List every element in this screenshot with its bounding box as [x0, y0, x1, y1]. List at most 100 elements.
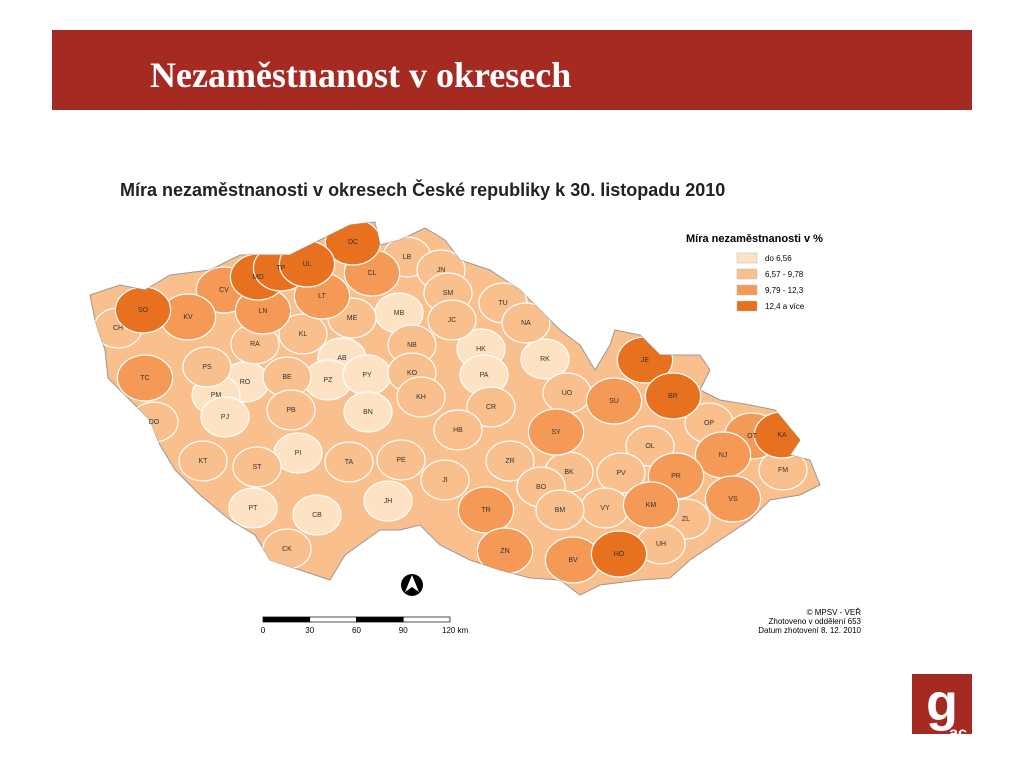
legend-swatch	[736, 300, 758, 312]
districts	[93, 222, 811, 584]
district-label: JN	[437, 267, 446, 274]
district-label: RO	[240, 379, 251, 386]
legend-title: Míra nezaměstnanosti v %	[686, 233, 823, 245]
district-label: HB	[453, 427, 463, 434]
scale-segment	[402, 616, 451, 623]
district-label: CH	[113, 325, 123, 332]
district-label: SY	[551, 429, 561, 436]
district-label: PA	[480, 372, 489, 379]
district-label: TR	[481, 507, 490, 514]
scale-segment	[262, 616, 311, 623]
district-label: NB	[407, 342, 417, 349]
credit-line: Datum zhotovení 8. 12. 2010	[758, 626, 861, 635]
legend-label: do 6,56	[765, 254, 792, 263]
legend-swatch	[736, 284, 758, 296]
district-label: CL	[368, 270, 377, 277]
district-label: JE	[641, 357, 650, 364]
logo	[912, 674, 972, 734]
district	[520, 338, 570, 380]
district-label: SO	[138, 307, 149, 314]
district-label: ZL	[682, 516, 690, 523]
district-label: KV	[183, 314, 193, 321]
district	[278, 313, 328, 355]
district	[590, 530, 648, 578]
district-label: PS	[202, 364, 212, 371]
district-label: MB	[394, 310, 405, 317]
legend-label: 6,57 - 9,78	[765, 270, 804, 279]
district	[585, 377, 643, 425]
district	[228, 487, 278, 529]
district	[420, 459, 470, 501]
district	[466, 386, 516, 428]
district	[433, 409, 483, 451]
district-label: KL	[299, 331, 308, 338]
district-label: JI	[442, 477, 448, 484]
district-label: KH	[416, 394, 426, 401]
district-label: TC	[140, 375, 149, 382]
legend-swatch	[736, 268, 758, 280]
credit-line: Zhotoveno v oddělení 653	[768, 617, 861, 626]
district-label: CK	[282, 546, 292, 553]
district-label: PY	[362, 372, 372, 379]
district-label: TP	[277, 265, 286, 272]
district	[292, 494, 342, 536]
district-label: RK	[540, 356, 550, 363]
district-label: ST	[253, 464, 263, 471]
legend-label: 9,79 - 12,3	[765, 286, 804, 295]
district-label: OT	[747, 433, 757, 440]
district-label: AB	[337, 355, 347, 362]
district-label: PV	[616, 470, 626, 477]
district-label: LT	[318, 293, 326, 300]
district-label: ZR	[505, 458, 514, 465]
scale-label: 90	[399, 626, 408, 635]
district	[704, 475, 762, 523]
district	[527, 408, 585, 456]
district-label: OL	[645, 443, 654, 450]
district-label: KA	[777, 432, 787, 439]
district	[232, 446, 282, 488]
legend-swatch	[736, 252, 758, 264]
district-label: TA	[345, 459, 354, 466]
district-label: DC	[348, 239, 358, 246]
district-label: LB	[403, 254, 412, 261]
district-label: KO	[407, 370, 418, 377]
district-label: BV	[568, 557, 578, 564]
logo-sub: ac	[949, 725, 967, 742]
map-title: Míra nezaměstnanosti v okresech České re…	[120, 179, 725, 200]
district-label: UH	[656, 541, 666, 548]
district	[644, 372, 702, 420]
district-label: HO	[614, 551, 625, 558]
credit-line: © MPSV - VEŘ	[807, 608, 862, 617]
district-label: TU	[498, 300, 507, 307]
district-label: ZN	[500, 548, 509, 555]
district-label: PM	[211, 392, 222, 399]
scale-segment	[309, 616, 357, 623]
district-label: PI	[295, 450, 302, 457]
slide-title: Nezaměstnanost v okresech	[150, 55, 571, 95]
district-label: VY	[600, 505, 610, 512]
district-label: PT	[249, 505, 259, 512]
district-label: CR	[486, 404, 496, 411]
district-label: VS	[728, 496, 738, 503]
legend-label: 12,4 a více	[765, 302, 805, 311]
scale-label: 0	[261, 626, 266, 635]
district	[343, 391, 393, 433]
district-label: PZ	[324, 377, 334, 384]
district-label: KM	[646, 502, 657, 509]
district-label: RA	[250, 341, 260, 348]
district	[427, 299, 477, 341]
district-label: NA	[521, 320, 531, 327]
scale-label: 60	[352, 626, 361, 635]
district-label: UO	[562, 390, 573, 397]
district-label: JC	[448, 317, 457, 324]
district	[535, 489, 585, 531]
district-label: HK	[476, 346, 486, 353]
district	[376, 439, 426, 481]
scale-bar: 0 30 60 90 120 km	[261, 616, 469, 635]
district	[363, 480, 413, 522]
district-label: BK	[564, 469, 574, 476]
district-label: CV	[219, 287, 229, 294]
district	[266, 389, 316, 431]
